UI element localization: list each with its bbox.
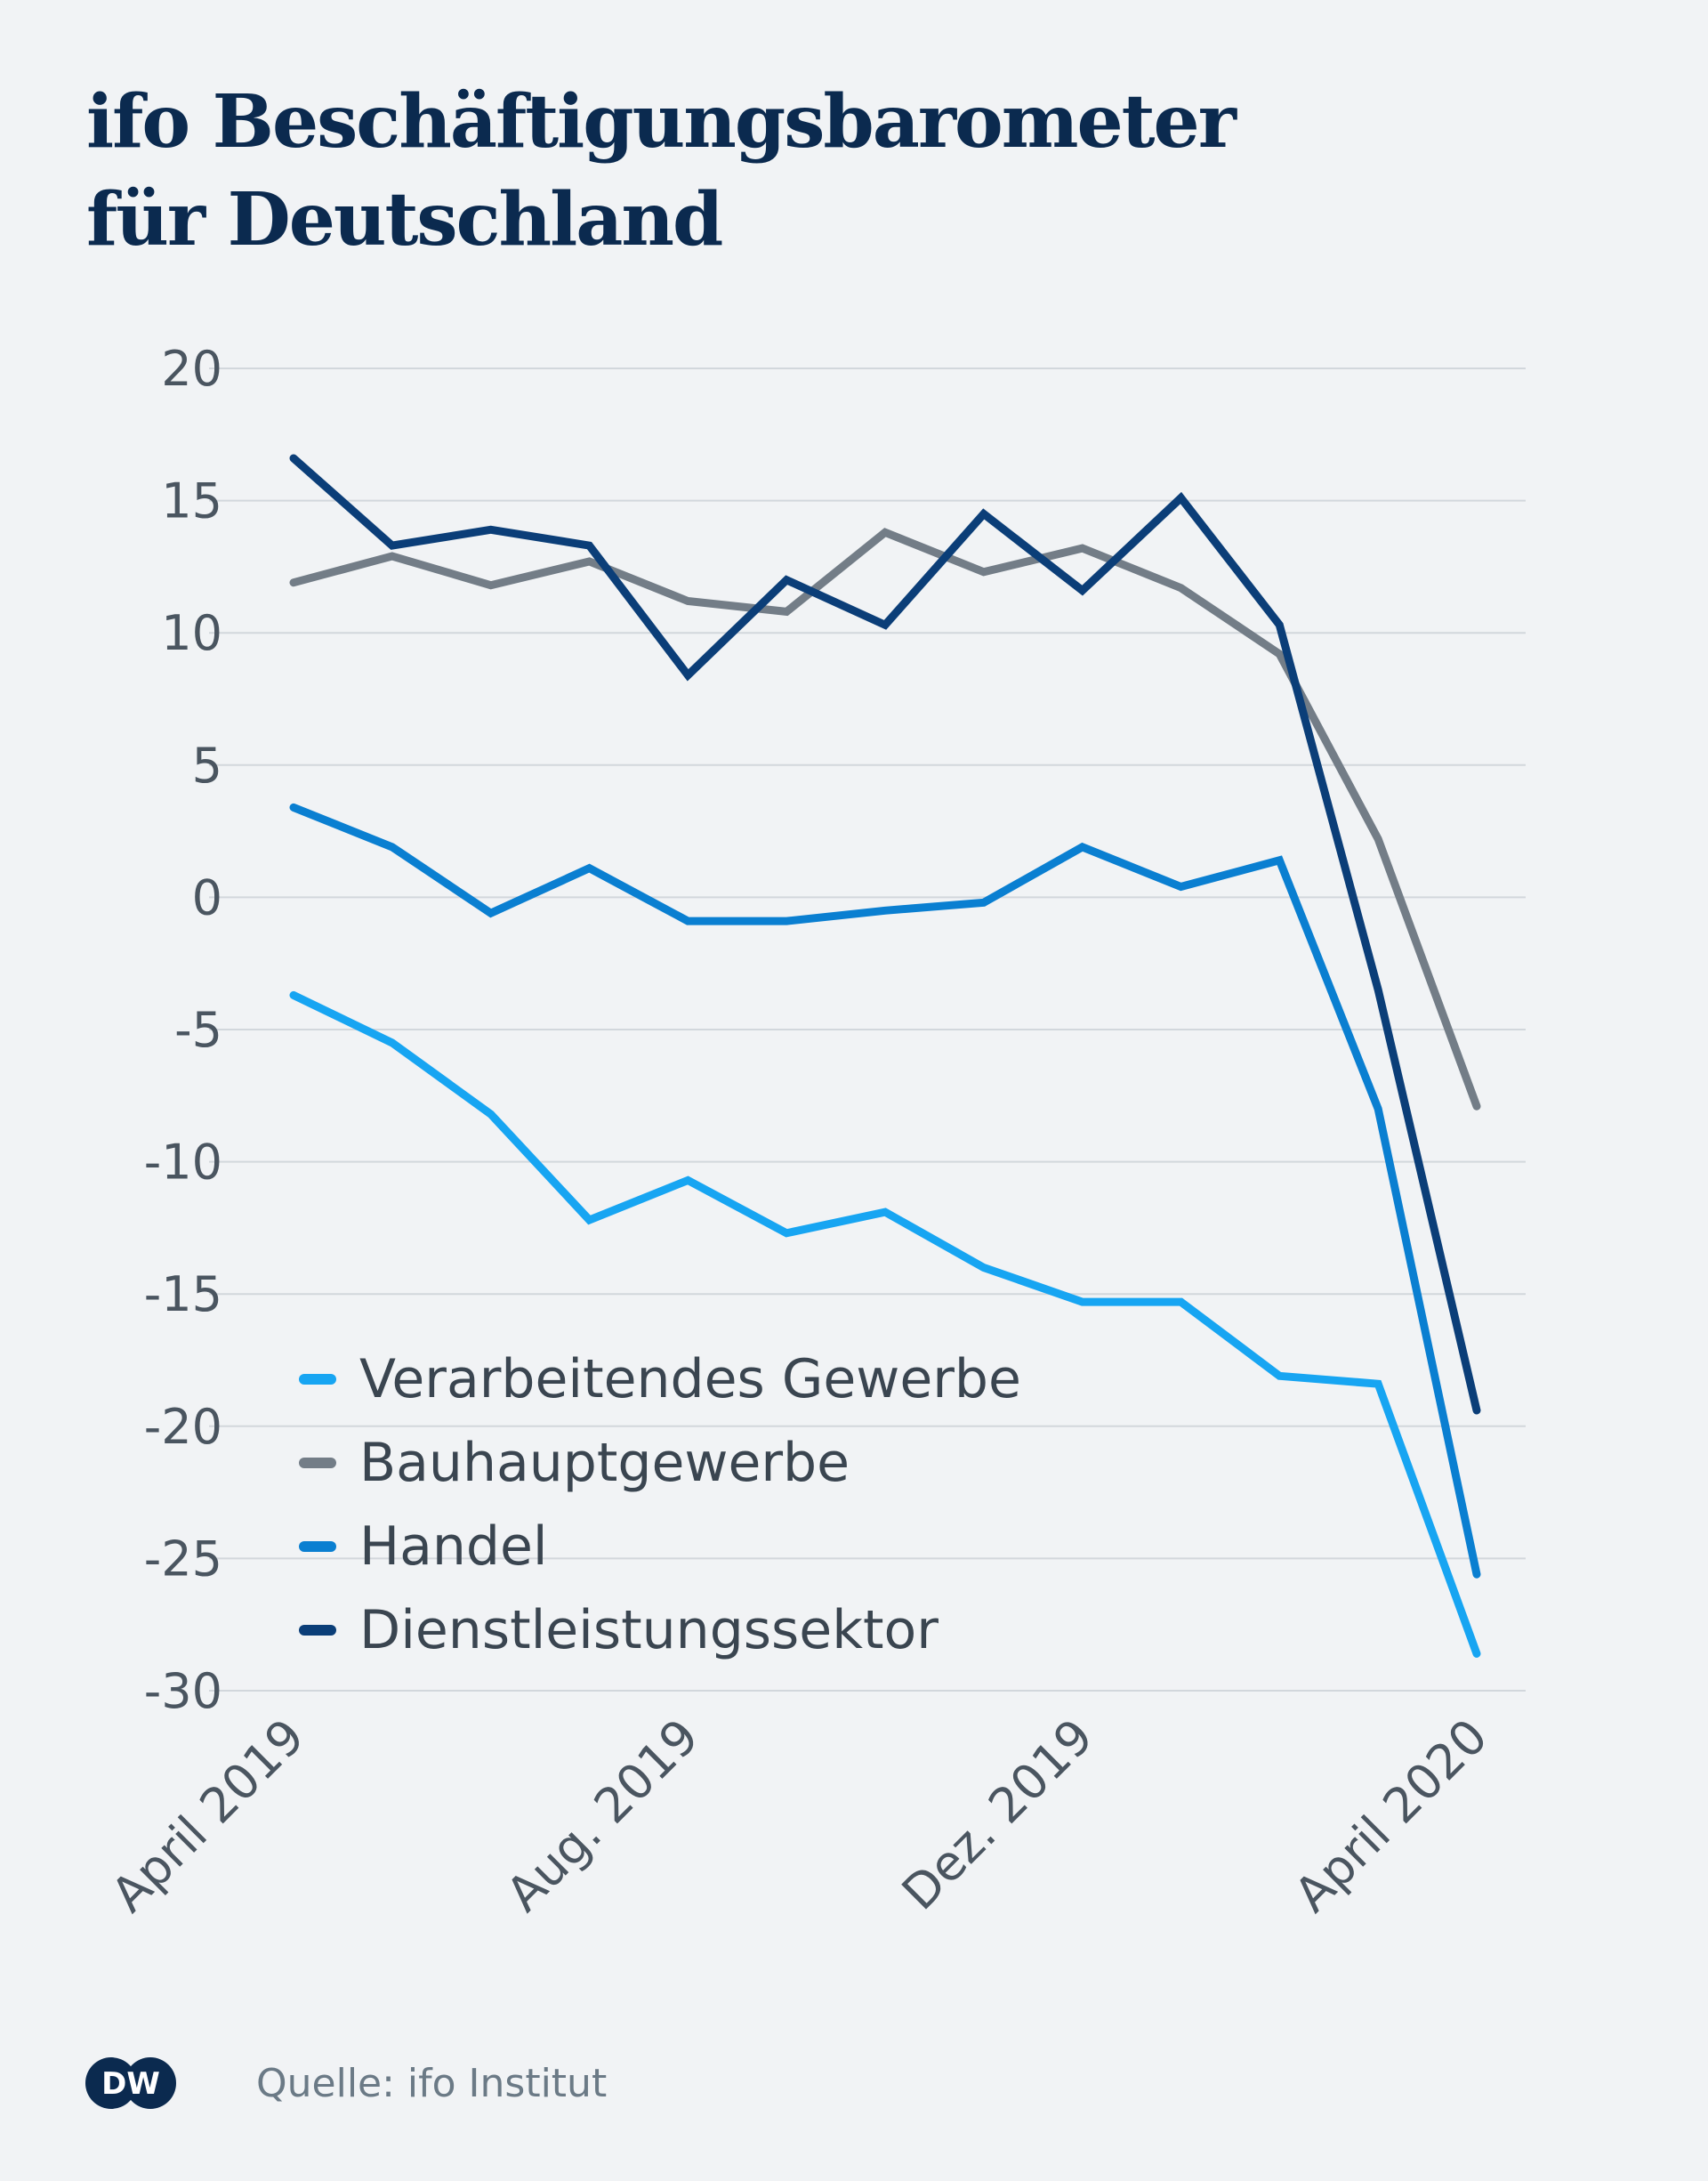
legend: Verarbeitendes Gewerbe Bauhauptgewerbe Han… [299, 1348, 1021, 1661]
y-tick-label: 0 [192, 869, 222, 925]
y-tick-label: -30 [144, 1663, 222, 1719]
y-tick-label: 20 [161, 341, 222, 397]
chart-title: ifo Beschäftigungsbarometer für Deutschl… [86, 73, 1237, 269]
legend-label: Bauhauptgewerbe [359, 1432, 850, 1494]
series-line [289, 528, 1481, 1111]
series-lines [289, 454, 1481, 1658]
chart-title-line-2: für Deutschland [86, 177, 723, 263]
dw-logo: DW [85, 2057, 176, 2109]
legend-label: Verarbeitendes Gewerbe [359, 1348, 1021, 1410]
chart-title-line-1: ifo Beschäftigungsbarometer [86, 79, 1237, 165]
dw-logo-text: DW [101, 2066, 160, 2102]
y-tick-label: -15 [144, 1266, 222, 1322]
series-line [289, 990, 1481, 1658]
y-axis: 20 15 10 5 0 -5 -10 -15 -20 -25 -30 [144, 341, 222, 1719]
x-axis: April 2019 Aug. 2019 Dez. 2019 April 2020 [101, 1708, 1498, 1923]
legend-label: Dienstleistungssektor [359, 1599, 939, 1661]
series-line [289, 454, 1481, 1415]
source-note: Quelle: ifo Institut [256, 2061, 608, 2106]
y-tick-label: -20 [144, 1399, 222, 1455]
x-tick-label: Aug. 2019 [495, 1708, 710, 1923]
y-tick-label: 15 [161, 473, 222, 529]
x-tick-label: April 2019 [101, 1708, 315, 1923]
series-line [289, 803, 1481, 1579]
grid-lines [209, 368, 1526, 1692]
y-tick-label: -5 [174, 1002, 222, 1058]
x-tick-label: Dez. 2019 [891, 1708, 1104, 1921]
x-tick-label: April 2020 [1284, 1708, 1498, 1923]
legend-label: Handel [359, 1515, 548, 1578]
y-tick-label: 5 [192, 738, 222, 794]
y-tick-label: -10 [144, 1135, 222, 1191]
y-tick-label: -25 [144, 1531, 222, 1587]
y-tick-label: 10 [161, 605, 222, 661]
